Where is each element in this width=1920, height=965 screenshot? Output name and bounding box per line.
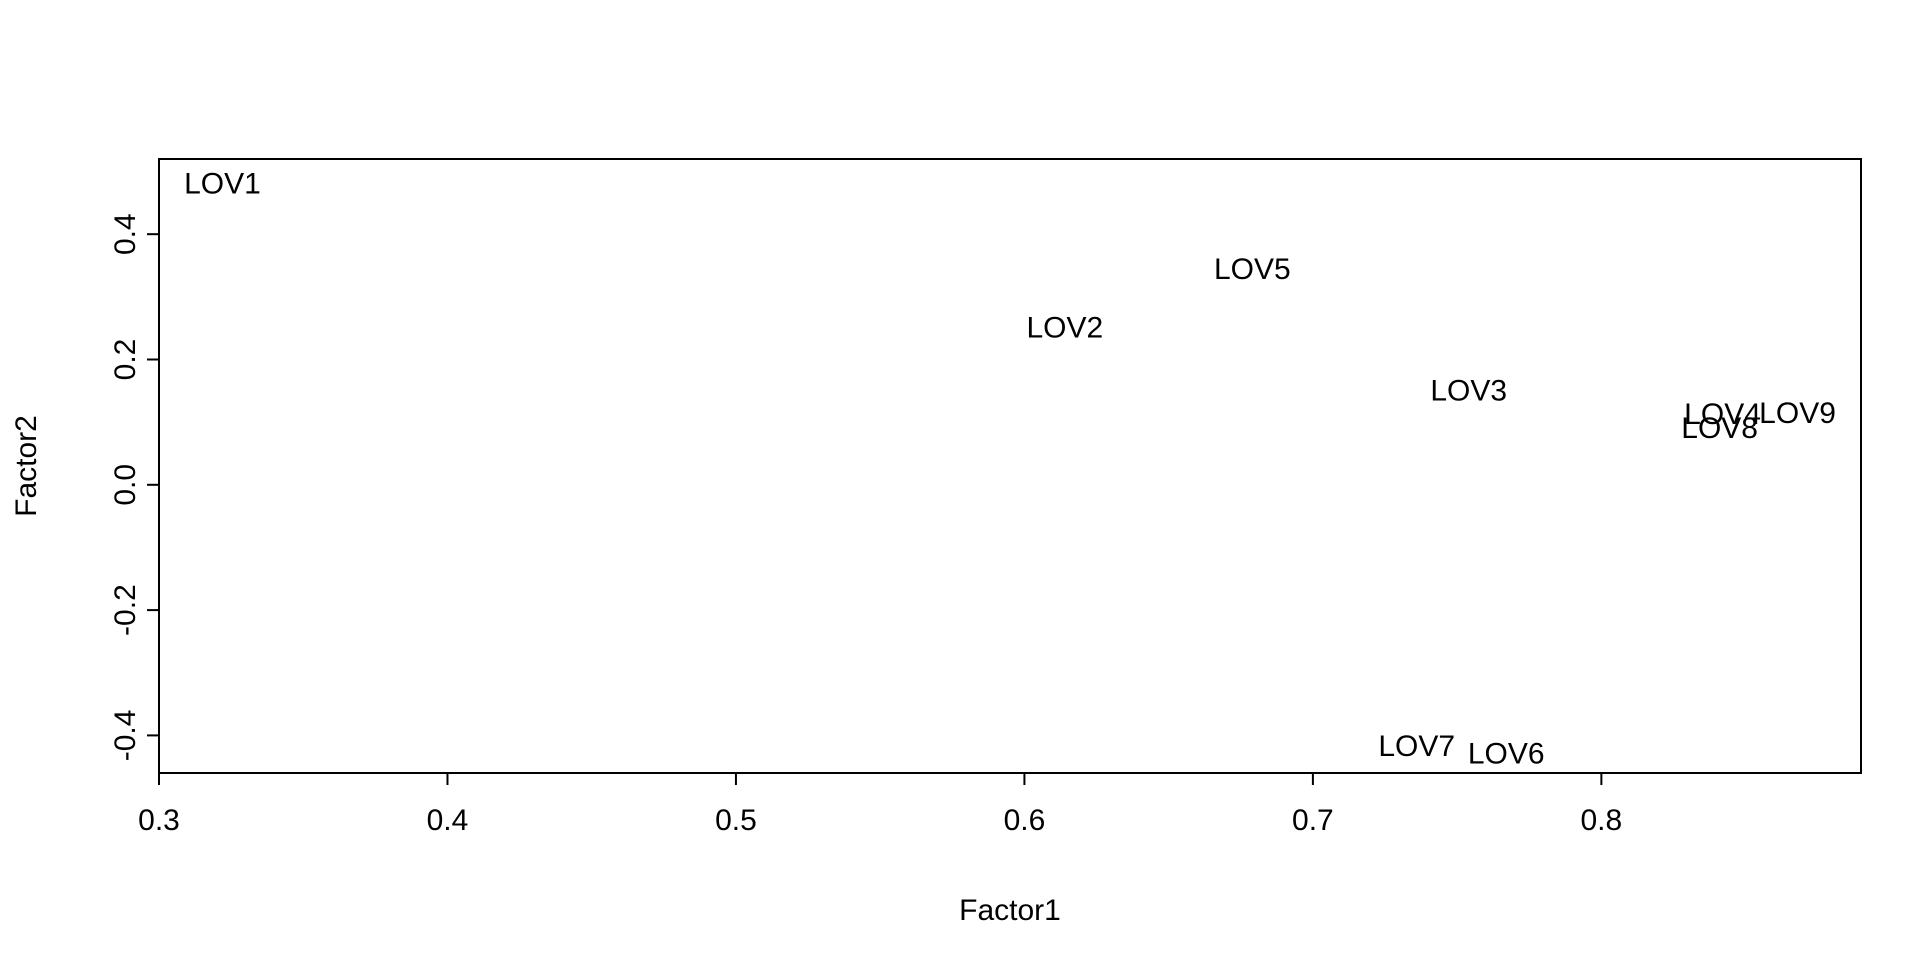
x-axis-title: Factor1 <box>959 894 1061 927</box>
x-tick-label: 0.3 <box>138 804 180 837</box>
point-labels: LOV1 LOV2 LOV3 LOV4 LOV5 LOV6 LOV7 LOV8 LOV9 <box>184 168 1836 771</box>
y-axis-title: Factor2 <box>10 415 43 517</box>
point-label-lov6: LOV6 <box>1468 738 1545 771</box>
point-label-lov8: LOV8 <box>1681 412 1758 445</box>
x-tick-label: 0.6 <box>1004 804 1046 837</box>
x-axis: 0.3 0.4 0.5 0.6 0.7 0.8 <box>138 772 1623 837</box>
x-tick-label: 0.5 <box>715 804 757 837</box>
y-tick-label: 0.4 <box>109 213 142 255</box>
plot-frame <box>158 158 1862 774</box>
point-label-lov1: LOV1 <box>184 168 261 201</box>
y-axis: -0.4 -0.2 0.0 0.2 0.4 <box>109 213 160 762</box>
x-tick-label: 0.7 <box>1292 804 1334 837</box>
point-label-lov7: LOV7 <box>1378 730 1455 763</box>
point-label-lov4: LOV4 <box>1684 398 1761 431</box>
point-label-lov3: LOV3 <box>1430 374 1507 407</box>
y-tick-label: 0.0 <box>109 464 142 506</box>
x-tick-label: 0.4 <box>427 804 469 837</box>
point-label-lov9: LOV9 <box>1759 397 1836 430</box>
point-label-lov2: LOV2 <box>1026 312 1103 345</box>
point-label-lov5: LOV5 <box>1214 253 1291 286</box>
y-tick-label: 0.2 <box>109 339 142 381</box>
y-tick-label: -0.2 <box>109 584 142 636</box>
y-tick-label: -0.4 <box>109 710 142 762</box>
x-tick-label: 0.8 <box>1581 804 1623 837</box>
